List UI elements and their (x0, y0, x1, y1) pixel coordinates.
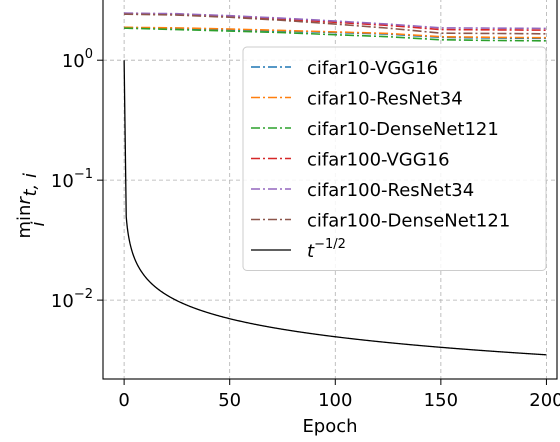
y-tick-label: 10−2 (51, 287, 93, 312)
y-tick-exponent: −1 (74, 167, 93, 182)
legend: cifar10-VGG16 cifar10-ResNet34 cifar10-Den… (242, 46, 547, 271)
x-axis-label: Epoch (302, 416, 357, 437)
x-tick-label: 100 (318, 390, 352, 411)
legend-label: t−1/2 (307, 237, 346, 262)
series-line-6 (123, 60, 547, 356)
y-tick-label: 10−1 (51, 167, 93, 192)
y-tick-base: 10 (51, 291, 74, 312)
legend-label: cifar10-DenseNet121 (307, 119, 499, 140)
y-tick-exponent: 0 (85, 47, 93, 62)
series-lines (123, 12, 547, 356)
legend-label: cifar10-VGG16 (307, 58, 438, 79)
x-tick-label: 0 (118, 390, 129, 411)
y-label-r: r (14, 196, 35, 205)
legend-label-exponent: −1/2 (314, 237, 346, 252)
legend-label: cifar100-VGG16 (307, 150, 450, 171)
y-tick-exponent: −2 (74, 287, 93, 302)
y-label-r-subscript: t, i (20, 173, 41, 197)
series-line-2 (124, 27, 547, 42)
legend-label: cifar100-ResNet34 (307, 180, 474, 201)
x-tick-label: 50 (218, 390, 241, 411)
series-line-1 (124, 26, 547, 39)
legend-box (242, 46, 547, 271)
legend-label: cifar100-DenseNet121 (307, 211, 510, 232)
y-label-min-subscript: i (28, 221, 49, 226)
plot-frame (102, 0, 558, 380)
x-tick-label: 150 (424, 390, 458, 411)
x-tick-label: 200 (529, 390, 560, 411)
series-line-4 (124, 12, 547, 30)
legend-label: cifar10-ResNet34 (307, 89, 463, 110)
legend-label-base: t (307, 241, 315, 262)
y-tick-base: 10 (51, 171, 74, 192)
y-tick-label: 100 (62, 47, 93, 72)
series-line-5 (124, 13, 547, 35)
y-tick-base: 10 (62, 51, 85, 72)
y-label-min: min (14, 205, 35, 239)
